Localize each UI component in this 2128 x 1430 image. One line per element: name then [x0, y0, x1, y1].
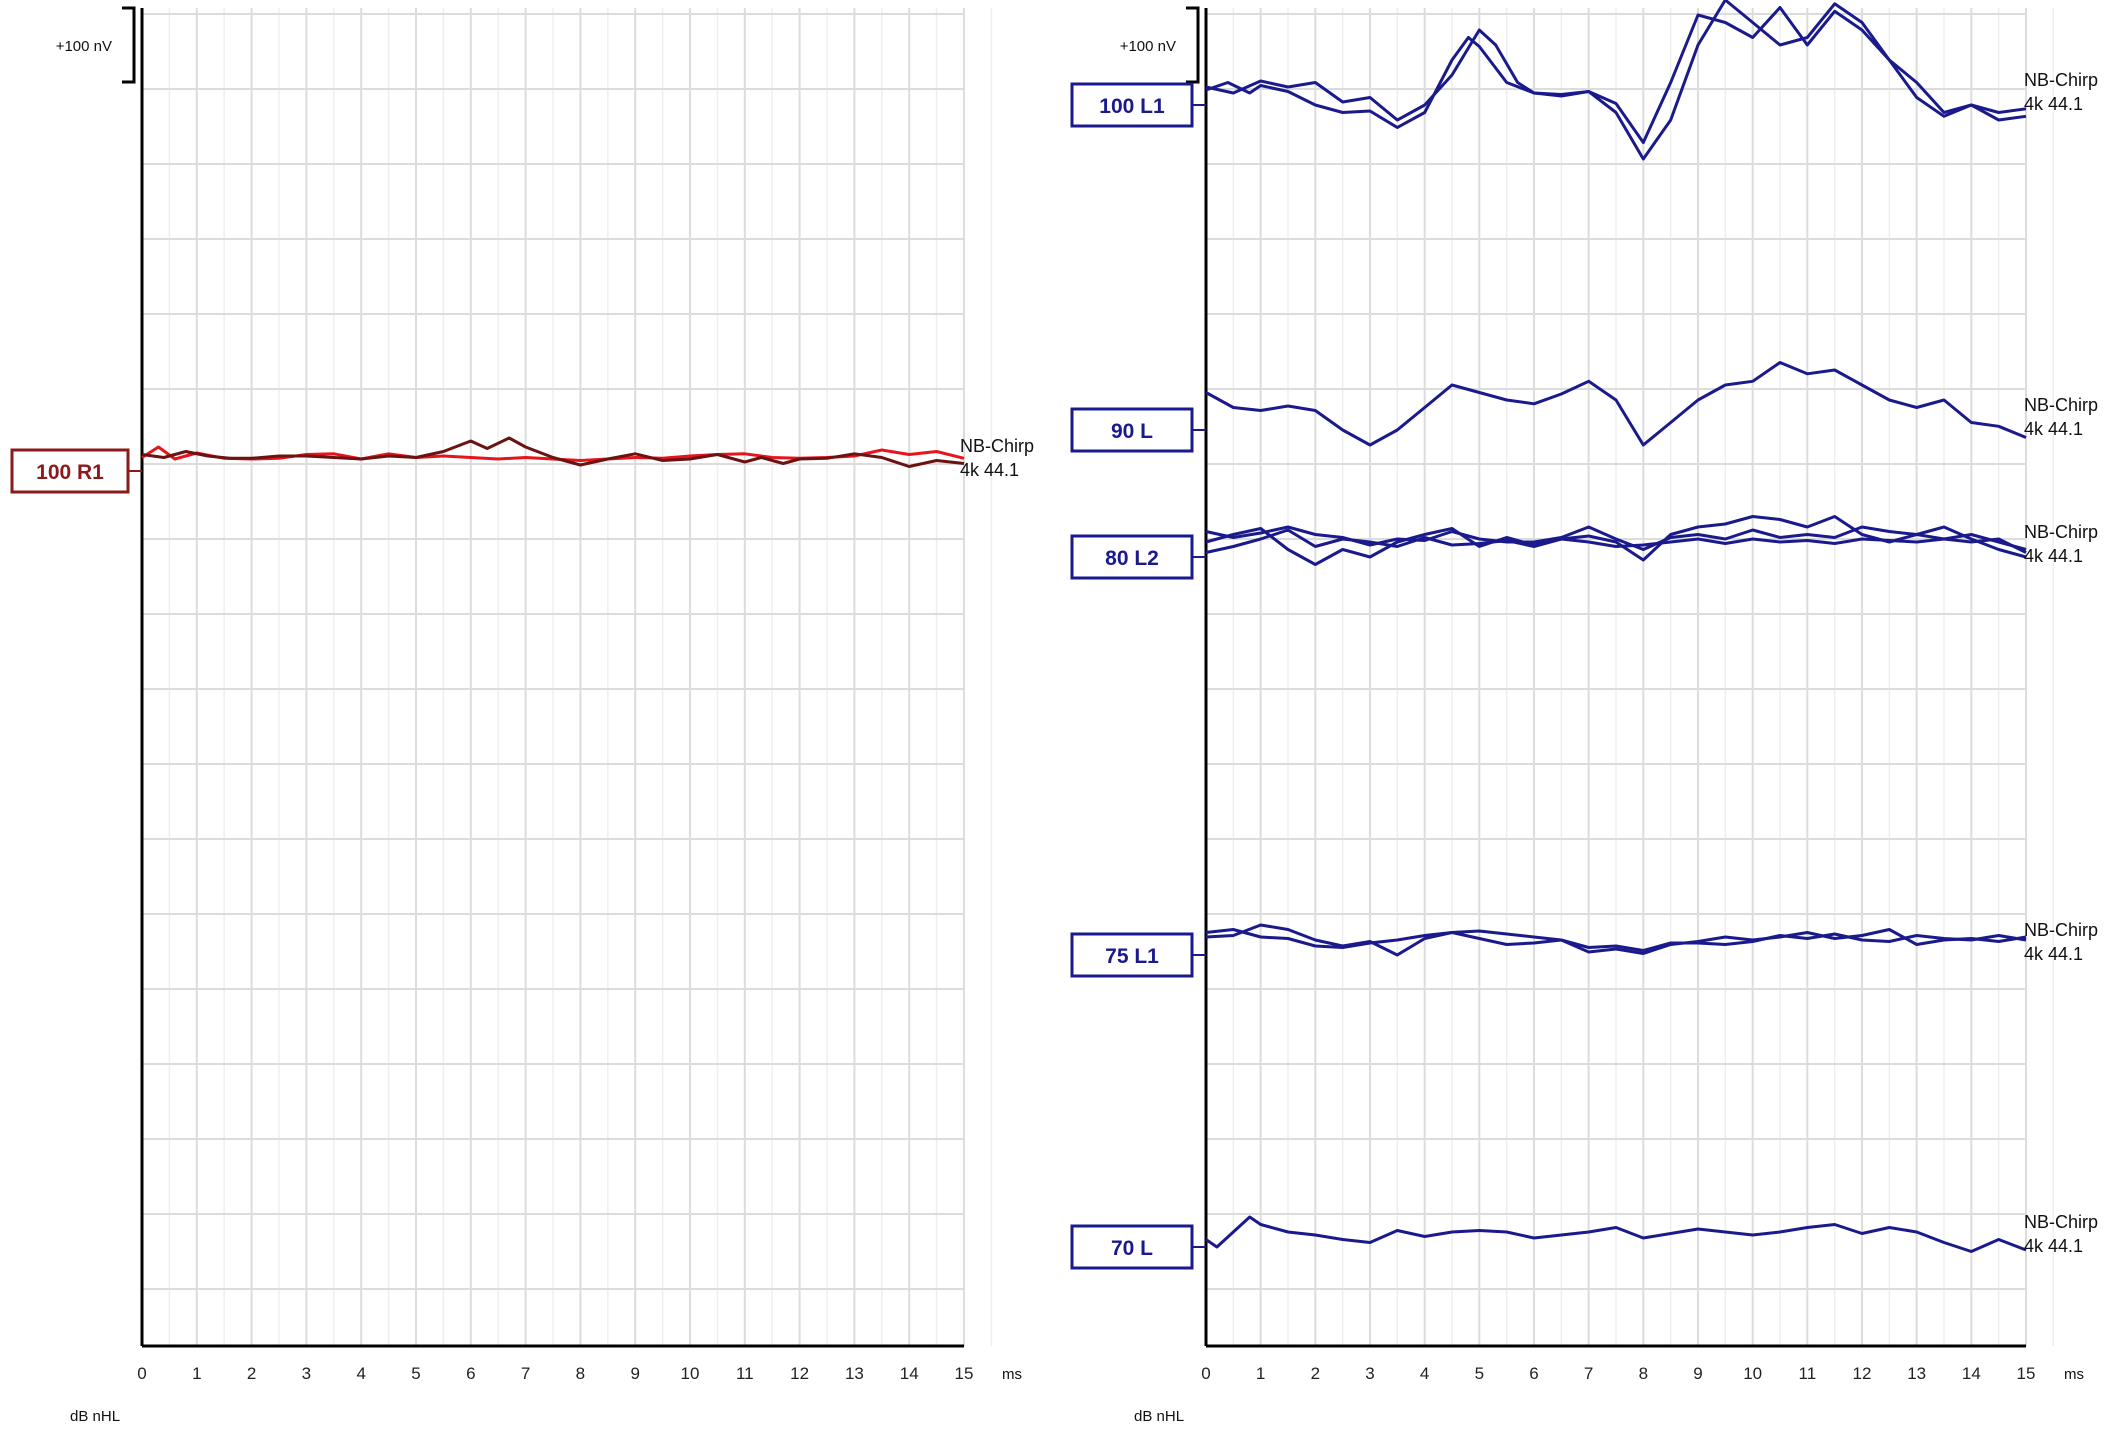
x-tick-label: 3 — [302, 1364, 311, 1383]
waveform-line — [1205, 1215, 2027, 1253]
trace-end-label: NB-Chirp — [2024, 70, 2098, 90]
trace-group: 100 L1 NB-Chirp 4k 44.1 — [1070, 0, 2098, 161]
trace-tag-box — [1070, 82, 1194, 128]
x-tick-label: 14 — [900, 1364, 919, 1383]
x-tick-label: 0 — [137, 1364, 146, 1383]
x-tick-label: 15 — [955, 1364, 974, 1383]
x-tick-label: 4 — [356, 1364, 365, 1383]
x-tick-label: 6 — [1529, 1364, 1538, 1383]
trace-group: 100 R1 NB-Chirp 4k 44.1 — [10, 436, 1034, 494]
waveform-line — [141, 436, 965, 468]
x-tick-label: 1 — [192, 1364, 201, 1383]
x-tick-label: 12 — [1853, 1364, 1872, 1383]
x-tick-label: 11 — [1799, 1364, 1817, 1383]
x-tick-label: 1 — [1256, 1364, 1265, 1383]
trace-tag-label: 100 R1 — [36, 461, 104, 484]
x-tick-label: 9 — [1693, 1364, 1702, 1383]
waveform-line — [1205, 0, 2027, 161]
x-tick-label: 15 — [2017, 1364, 2036, 1383]
x-tick-label: 8 — [576, 1364, 585, 1383]
x-tick-label: 6 — [466, 1364, 475, 1383]
scale-bar — [1186, 6, 1200, 84]
db-nhl-label: dB nHL — [70, 1408, 120, 1425]
trace-end-label: 4k 44.1 — [2024, 419, 2083, 439]
waveform-line — [1205, 923, 2027, 957]
scale-label: +100 nV — [1120, 38, 1176, 55]
trace-tag-label: 90 L — [1111, 420, 1153, 443]
scale-bar — [122, 6, 136, 84]
x-tick-label: 13 — [845, 1364, 864, 1383]
x-tick-label: 8 — [1639, 1364, 1648, 1383]
trace-tag-label: 80 L2 — [1105, 547, 1159, 570]
trace-tag-box — [1070, 932, 1194, 978]
scale-label: +100 nV — [56, 38, 112, 55]
x-tick-label: 3 — [1365, 1364, 1374, 1383]
waveform-line — [1205, 528, 2027, 554]
x-tick-label: 4 — [1420, 1364, 1429, 1383]
trace-group: 70 L NB-Chirp 4k 44.1 — [1070, 1212, 2098, 1270]
trace-end-label: 4k 44.1 — [960, 460, 1019, 480]
trace-tag-box — [1070, 1224, 1194, 1270]
x-tick-label: 13 — [1907, 1364, 1926, 1383]
x-tick-label: 10 — [681, 1364, 700, 1383]
trace-group: 75 L1 NB-Chirp 4k 44.1 — [1070, 920, 2098, 978]
x-tick-label: 0 — [1201, 1364, 1210, 1383]
trace-end-label: NB-Chirp — [2024, 395, 2098, 415]
x-tick-label: 11 — [736, 1364, 754, 1383]
trace-tag-label: 70 L — [1111, 1237, 1153, 1260]
x-tick-label: 5 — [411, 1364, 420, 1383]
x-tick-label: 5 — [1475, 1364, 1484, 1383]
x-tick-label: 12 — [790, 1364, 809, 1383]
x-tick-label: 9 — [630, 1364, 639, 1383]
waveform-line — [1205, 525, 2027, 551]
trace-tag-label: 75 L1 — [1105, 945, 1159, 968]
trace-end-label: 4k 44.1 — [2024, 944, 2083, 964]
db-nhl-label: dB nHL — [1134, 1408, 1184, 1425]
grid — [141, 8, 993, 1346]
trace-group: 90 L NB-Chirp 4k 44.1 — [1070, 361, 2098, 453]
trace-end-label: 4k 44.1 — [2024, 94, 2083, 114]
trace-end-label: NB-Chirp — [2024, 1212, 2098, 1232]
x-tick-label: 10 — [1743, 1364, 1762, 1383]
x-unit-label: ms — [1002, 1366, 1022, 1383]
waveform-line — [1205, 361, 2027, 447]
trace-end-label: NB-Chirp — [2024, 920, 2098, 940]
x-tick-label: 2 — [247, 1364, 256, 1383]
x-tick-label: 7 — [1584, 1364, 1593, 1383]
trace-tag-box — [1070, 534, 1194, 580]
x-tick-label: 7 — [521, 1364, 530, 1383]
trace-tag-box — [1070, 407, 1194, 453]
trace-tag-label: 100 L1 — [1099, 95, 1165, 118]
waveform-line — [1205, 928, 2027, 952]
trace-end-label: 4k 44.1 — [2024, 1236, 2083, 1256]
x-tick-label: 2 — [1311, 1364, 1320, 1383]
trace-end-label: NB-Chirp — [960, 436, 1034, 456]
trace-group: 80 L2 NB-Chirp 4k 44.1 — [1070, 515, 2098, 580]
x-tick-label: 14 — [1962, 1364, 1981, 1383]
grid — [1205, 8, 2055, 1346]
trace-end-label: NB-Chirp — [2024, 522, 2098, 542]
x-unit-label: ms — [2064, 1366, 2084, 1383]
trace-end-label: 4k 44.1 — [2024, 546, 2083, 566]
